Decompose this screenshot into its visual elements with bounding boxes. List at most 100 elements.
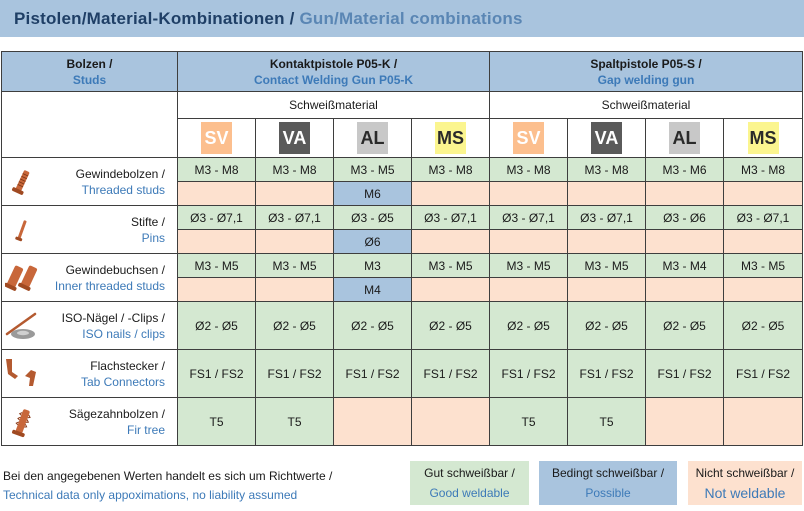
material-cell: VA bbox=[255, 118, 334, 158]
value-cell: M3 - M6 bbox=[645, 157, 724, 182]
value-cell: Ø6 bbox=[333, 229, 412, 254]
value-cell bbox=[333, 397, 412, 446]
value-cell bbox=[723, 229, 803, 254]
value-cell: Ø3 - Ø5 bbox=[333, 205, 412, 230]
stud-label-en: Fir tree bbox=[126, 422, 165, 437]
value-cell bbox=[723, 181, 803, 206]
material-badge-ms: MS bbox=[747, 122, 779, 154]
value-cell bbox=[645, 277, 724, 302]
value-cell: FS1 / FS2 bbox=[255, 349, 334, 398]
header-row: Bolzen / Studs Kontaktpistole P05-K / Co… bbox=[1, 51, 803, 92]
stud-label-de: Sägezahnbolzen / bbox=[68, 406, 165, 421]
value-cell: Ø2 - Ø5 bbox=[411, 301, 490, 350]
title-english: Gun/Material combinations bbox=[294, 9, 523, 28]
value-cell: M3 - M5 bbox=[723, 253, 803, 278]
value-cell: M3 - M8 bbox=[255, 157, 334, 182]
value-cell: M3 - M4 bbox=[645, 253, 724, 278]
table-row: Flachstecker / Tab Connectors FS1 / FS2 … bbox=[1, 349, 803, 398]
inner-threaded-stud-icon bbox=[3, 262, 43, 294]
value-cell: M3 - M8 bbox=[489, 157, 568, 182]
disclaimer-en: Technical data only appoximations, no li… bbox=[3, 488, 298, 502]
value-cell: Ø3 - Ø7,1 bbox=[723, 205, 803, 230]
combination-table: Bolzen / Studs Kontaktpistole P05-K / Co… bbox=[1, 51, 803, 446]
value-cell: M3 - M5 bbox=[567, 253, 646, 278]
value-cell bbox=[567, 277, 646, 302]
disclaimer-note: Bei den angegebenen Werten handelt es si… bbox=[3, 467, 332, 505]
iso-nail-clip-icon bbox=[3, 310, 43, 342]
value-cell bbox=[411, 229, 490, 254]
legend-not-de: Nicht schweißbar / bbox=[695, 466, 795, 480]
value-cell: T5 bbox=[567, 397, 646, 446]
table-row: M6 bbox=[2, 181, 803, 206]
stud-type-cell: Gewindebuchsen / Inner threaded studs bbox=[1, 253, 178, 302]
stud-label-de: ISO-Nägel / -Clips / bbox=[61, 310, 165, 325]
value-cell: FS1 / FS2 bbox=[723, 349, 803, 398]
table-row: Stifte / Pins Ø3 - Ø7,1 Ø3 - Ø7,1 Ø3 - Ø… bbox=[1, 205, 803, 254]
table-row: ISO-Nägel / -Clips / ISO nails / clips Ø… bbox=[1, 301, 803, 350]
value-cell: FS1 / FS2 bbox=[567, 349, 646, 398]
legend-cond-en: Possible bbox=[585, 486, 631, 500]
value-cell bbox=[567, 229, 646, 254]
material-cell: VA bbox=[567, 118, 646, 158]
stud-label-en: Pins bbox=[141, 230, 165, 245]
gun1-header: Kontaktpistole P05-K / Contact Welding G… bbox=[177, 51, 490, 92]
value-cell: M3 - M5 bbox=[489, 253, 568, 278]
value-cell bbox=[723, 397, 803, 446]
value-cell bbox=[723, 277, 803, 302]
value-cell bbox=[177, 277, 256, 302]
header-blank-cell bbox=[1, 91, 178, 158]
legend-good-en: Good weldable bbox=[429, 486, 510, 500]
value-cell: Ø2 - Ø5 bbox=[333, 301, 412, 350]
title-german: Pistolen/Material-Kombinationen / bbox=[14, 9, 295, 28]
material-cell: AL bbox=[645, 118, 724, 158]
value-cell: M3 - M5 bbox=[333, 157, 412, 182]
disclaimer-de: Bei den angegebenen Werten handelt es si… bbox=[3, 469, 333, 483]
stud-label-de: Stifte / bbox=[130, 214, 165, 229]
value-cell bbox=[255, 229, 334, 254]
page-title: Pistolen/Material-Kombinationen / Gun/Ma… bbox=[0, 0, 804, 37]
stud-label-de: Gewindebolzen / bbox=[75, 166, 165, 181]
gun1-header-en: Contact Welding Gun P05-K bbox=[253, 72, 414, 87]
stud-label-en: Tab Connectors bbox=[80, 374, 165, 389]
value-cell: T5 bbox=[489, 397, 568, 446]
legend-not-weldable: Nicht schweißbar / Not weldable bbox=[688, 461, 802, 505]
value-cell: Ø3 - Ø6 bbox=[645, 205, 724, 230]
value-cell: Ø2 - Ø5 bbox=[255, 301, 334, 350]
table-row: Gewindebolzen / Threaded studs M3 - M8 M… bbox=[1, 157, 803, 206]
value-cell bbox=[489, 277, 568, 302]
value-cell: M3 - M8 bbox=[177, 157, 256, 182]
value-cell: Ø2 - Ø5 bbox=[567, 301, 646, 350]
stud-type-cell: Gewindebolzen / Threaded studs bbox=[1, 157, 178, 206]
value-cell bbox=[411, 181, 490, 206]
value-cell bbox=[177, 181, 256, 206]
value-cell bbox=[255, 277, 334, 302]
threaded-stud-icon bbox=[3, 167, 43, 197]
value-cell: Ø3 - Ø7,1 bbox=[177, 205, 256, 230]
value-cell: M3 bbox=[333, 253, 412, 278]
stud-label-en: Threaded studs bbox=[81, 182, 165, 197]
gun1-header-de: Kontaktpistole P05-K / bbox=[269, 56, 398, 71]
stud-type-cell: ISO-Nägel / -Clips / ISO nails / clips bbox=[1, 301, 178, 350]
legend-not-en: Not weldable bbox=[704, 485, 786, 501]
value-cell: FS1 / FS2 bbox=[411, 349, 490, 398]
value-cell bbox=[411, 397, 490, 446]
studs-header-en: Studs bbox=[72, 72, 107, 87]
value-cell: M3 - M8 bbox=[567, 157, 646, 182]
stud-label-de: Gewindebuchsen / bbox=[65, 262, 165, 277]
value-cell: Ø3 - Ø7,1 bbox=[567, 205, 646, 230]
material-row: SV VA AL MS SV VA AL MS bbox=[2, 118, 803, 158]
value-cell: M3 - M8 bbox=[411, 157, 490, 182]
material-badge-ms: MS bbox=[435, 122, 466, 154]
material-badge-va: VA bbox=[591, 122, 622, 154]
material-badge-va: VA bbox=[279, 122, 310, 154]
value-cell bbox=[411, 277, 490, 302]
value-cell: M6 bbox=[333, 181, 412, 206]
material-cell: MS bbox=[411, 118, 490, 158]
fir-tree-stud-icon bbox=[3, 405, 43, 439]
value-cell bbox=[177, 229, 256, 254]
material-cell: SV bbox=[489, 118, 568, 158]
material-cell: SV bbox=[177, 118, 256, 158]
value-cell: Ø2 - Ø5 bbox=[723, 301, 803, 350]
value-cell bbox=[645, 229, 724, 254]
value-cell: FS1 / FS2 bbox=[177, 349, 256, 398]
